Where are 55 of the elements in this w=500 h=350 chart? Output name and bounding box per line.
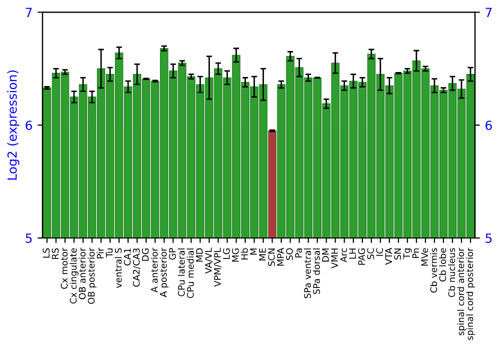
x-tick-label: VTA [385,248,392,265]
x-tick-label: Cb nucleus [448,248,456,298]
x-tick-label: spinal cord anterior [457,248,466,336]
x-tick-label: Pn [412,248,419,258]
x-tick-label: LS [42,248,50,258]
x-tick-label: MPA [277,248,284,266]
x-tick-label: M [250,248,257,255]
x-tick-label: SC [367,248,374,260]
y2-tick-label: 7 [486,8,492,17]
x-tick-label: MG [232,248,239,262]
x-tick-label: PAG [358,248,365,265]
x-tick-label: CA2/CA3 [132,248,140,287]
x-tick-label: Cx motor [60,248,68,289]
x-tick-label: spinal cord posterior [466,248,475,340]
x-tick-label: VA/VL [205,248,213,274]
x-tick-label: GP [168,248,176,260]
x-tick-label: Tg [403,248,412,259]
x-tick-label: SCN [268,248,275,266]
x-tick-label: LH [349,248,356,259]
x-tick-label: DG [142,248,149,261]
y-tick-label: 6 [26,120,32,130]
x-tick-label: A posterior [160,248,169,298]
x-tick-label: SO [286,248,293,260]
x-tick-label: ME [259,248,266,260]
x-tick-label: SPa ventral [304,248,311,298]
x-tick-label: SPa dorsal [312,248,320,294]
x-tick-label: Arc [340,248,347,262]
y-axis-title: Log2 (expression) [7,70,20,180]
x-tick-label: CA1 [124,248,131,266]
x-tick-label: IC [376,248,384,256]
y2-tick-label: 5 [486,234,492,243]
x-tick-label: SN [394,248,402,260]
x-tick-label: CPu medial [186,248,194,298]
x-tick-label: LG [223,248,230,259]
y-tick-label: 7 [26,8,32,17]
x-tick-label: MVe [421,248,428,266]
x-tick-label: CPu lateral [178,248,185,296]
x-tick-label: RS [52,248,59,259]
x-tick-label: Pir [96,248,104,258]
y2-tick-label: 6 [486,120,492,130]
x-tick-label: A anterior [150,248,158,292]
x-tick-label: VMH [331,248,338,268]
x-tick-label: MD [196,248,203,262]
x-tick-label: DM [322,248,329,262]
x-tick-label: Cx cingulate [70,248,78,304]
x-tick-label: ventral S [114,248,122,288]
x-tick-label: Cb vermis [430,248,438,293]
x-tick-label: Tu [106,248,113,258]
y-tick-label: 5 [26,234,32,243]
x-tick-label: Pa [295,248,302,258]
x-tick-label: OB posterior [88,248,96,304]
x-tick-label: Cb lobe [439,248,446,282]
x-tick-label: VPM/VPL [214,248,222,287]
x-tick-label: OB anterior [78,248,86,300]
x-tick-label: Hb [240,248,248,260]
